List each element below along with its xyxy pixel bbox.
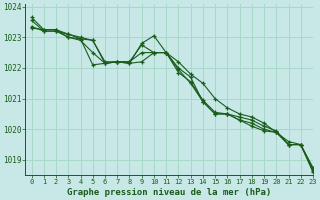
- X-axis label: Graphe pression niveau de la mer (hPa): Graphe pression niveau de la mer (hPa): [67, 188, 271, 197]
